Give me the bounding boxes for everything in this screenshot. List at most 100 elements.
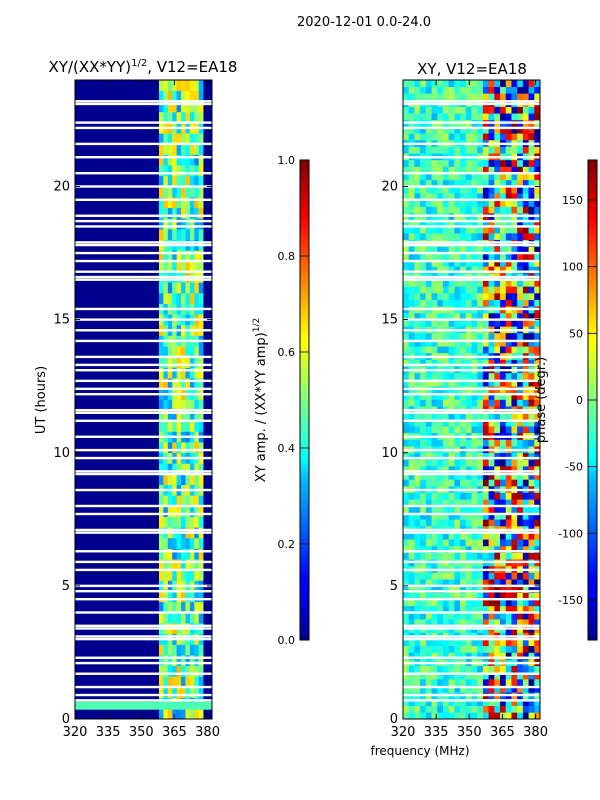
heatmap-cell [198,569,204,581]
heatmap-cell [163,218,169,230]
heatmap-cell [176,665,182,677]
heatmap-cell [511,259,518,267]
heatmap-cell [176,356,182,368]
heatmap-cell [517,426,524,434]
heatmap-cell [414,93,421,101]
flagged-row [403,142,540,146]
heatmap-cell [198,229,204,241]
heatmap-cell [460,299,467,307]
heatmap-cell [403,293,410,300]
heatmap-cell [198,537,204,549]
heatmap-cell [482,93,489,101]
heatmap-cell [408,253,415,261]
heatmap-cell [425,645,432,653]
heatmap-cell [425,80,432,87]
heatmap-cell [420,592,427,600]
heatmap-cell [500,412,507,420]
heatmap-cell [500,579,507,587]
heatmap-cell [403,499,410,507]
heatmap-cell [511,372,518,380]
y-tick-label: 15 [381,313,398,328]
heatmap-cell [482,106,489,114]
flagged-row [403,699,540,702]
heatmap-cell [181,537,186,549]
heatmap-cell [488,545,495,553]
heatmap-cell [425,106,432,114]
heatmap-cell [500,399,507,407]
heatmap-cell [534,579,541,587]
flagged-row [75,504,212,508]
heatmap-cell [403,439,410,447]
heatmap-cell [517,293,524,300]
heatmap-cell [511,705,518,713]
heatmap-cell [522,279,529,287]
heatmap-cell [522,705,529,713]
heatmap-cell [420,532,427,540]
heatmap-cell [460,579,467,587]
heatmap-cell [482,133,489,141]
heatmap-cell [189,90,195,102]
heatmap-cell [176,346,182,358]
heatmap-cell [414,652,421,660]
heatmap-cell [454,705,461,713]
heatmap-cell [163,229,169,241]
heatmap-cell [181,420,186,432]
heatmap-cell [482,146,489,154]
flagged-row [403,584,540,588]
heatmap-cell [454,93,461,101]
heatmap-cell [448,126,455,134]
heatmap-cell [414,339,421,347]
heatmap-cell [511,605,518,613]
heatmap-cell [505,113,512,121]
heatmap-cell [167,420,173,432]
heatmap-cell [181,143,186,155]
heatmap-cell [522,672,529,680]
heatmap-cell [528,592,535,600]
heatmap-cell [471,166,478,174]
heatmap-cell [176,399,182,411]
heatmap-cell [482,246,489,254]
heatmap-cell [172,559,177,571]
heatmap-cell [500,346,507,354]
heatmap-cell [172,378,177,390]
heatmap-cell [505,479,512,487]
heatmap-cell [442,592,449,600]
heatmap-cell [448,392,455,400]
heatmap-cell [442,206,449,214]
heatmap-cell [181,154,186,166]
heatmap-cell [482,266,489,274]
heatmap-cell [465,672,472,680]
heatmap-cell [482,332,489,340]
heatmap-cell [442,439,449,447]
heatmap-cell [477,253,484,261]
heatmap-cell [408,146,415,154]
heatmap-cell [494,452,501,460]
heatmap-cell [194,399,200,411]
heatmap-cell [465,346,472,354]
heatmap-cell [511,379,518,387]
heatmap-cell [442,399,449,407]
heatmap-cell [403,259,410,267]
heatmap-cell [505,166,512,174]
heatmap-cell [488,712,495,720]
heatmap-cell [471,519,478,527]
heatmap-cell [167,346,173,358]
heatmap-cell [482,372,489,380]
heatmap-cell [163,90,169,102]
heatmap-cell [471,645,478,653]
heatmap-cell [194,346,200,358]
flagged-row [403,369,540,372]
heatmap-cell [522,332,529,340]
heatmap-cell [437,532,444,540]
heatmap-cell [534,379,541,387]
heatmap-cell [425,339,432,347]
heatmap-cell [511,665,518,673]
heatmap-cell [167,229,173,241]
heatmap-cell [431,472,438,480]
heatmap-cell [403,246,410,254]
heatmap-cell [465,312,472,320]
heatmap-cell [431,332,438,340]
heatmap-cell [403,299,410,307]
heatmap-cell [442,226,449,234]
heatmap-cell [505,466,512,474]
